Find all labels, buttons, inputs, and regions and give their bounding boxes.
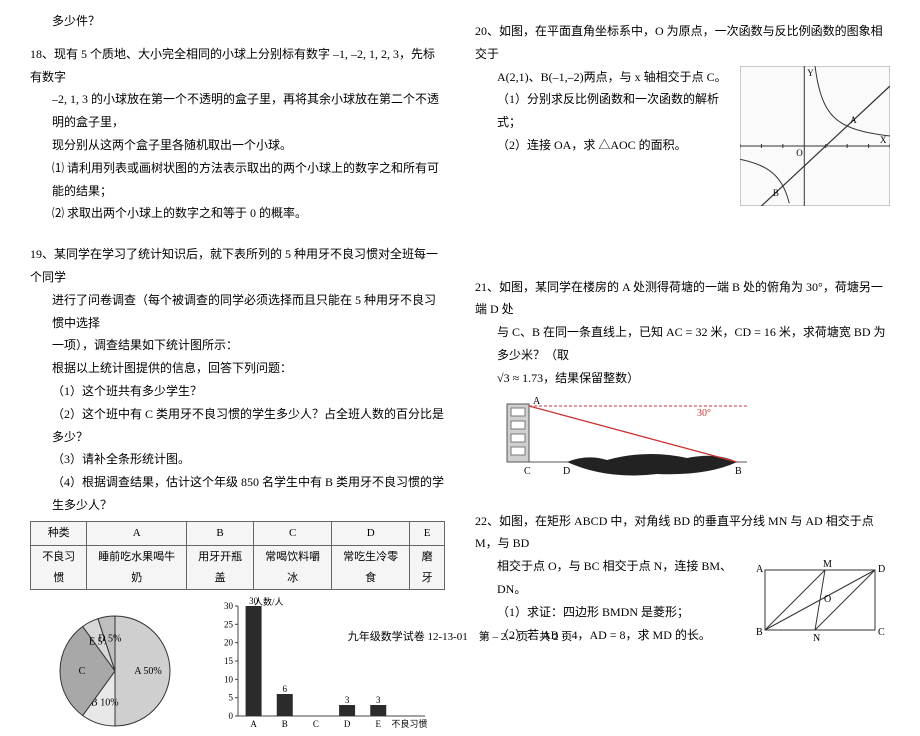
left-column: 多少件？ 18、现有 5 个质地、大小完全相同的小球上分别标有数字 –1, –2… (30, 10, 445, 640)
svg-text:E: E (376, 719, 382, 729)
q19-l3: 一项），调查结果如下统计图所示： (30, 334, 445, 357)
svg-text:M: M (823, 559, 832, 570)
q18-s2: ⑵ 求取出两个小球上的数字之和等于 0 的概率。 (30, 202, 445, 225)
q19-s3: （3）请补全条形统计图。 (30, 448, 445, 471)
q19-s1: （1）这个班共有多少学生？ (30, 380, 445, 403)
q17-tail: 多少件？ (30, 10, 445, 33)
q21-l3: √3 ≈ 1.73，结果保留整数） (475, 367, 890, 390)
q19-num: 19、 (30, 247, 54, 261)
svg-text:O: O (796, 148, 803, 158)
svg-text:B: B (282, 719, 288, 729)
coordinate-graph: A B Y X O (740, 66, 890, 206)
svg-text:A: A (850, 115, 857, 125)
svg-text:不良习惯: 不良习惯 (391, 718, 427, 729)
svg-text:Y: Y (807, 68, 814, 78)
q20-num: 20、 (475, 24, 499, 38)
svg-text:D: D (563, 466, 570, 477)
svg-text:3: 3 (345, 695, 350, 705)
svg-text:C: C (524, 466, 531, 477)
q19-l4: 根据以上统计图提供的信息，回答下列问题： (30, 357, 445, 380)
svg-text:0: 0 (229, 711, 234, 721)
svg-text:15: 15 (224, 656, 234, 666)
q22: 22、如图，在矩形 ABCD 中，对角线 BD 的垂直平分线 MN 与 AD 相… (475, 510, 890, 556)
svg-text:A 50%: A 50% (134, 666, 162, 677)
q22-num: 22、 (475, 514, 499, 528)
svg-text:10: 10 (224, 675, 234, 685)
svg-text:3: 3 (376, 695, 381, 705)
right-column: 20、如图，在平面直角坐标系中，O 为原点，一次函数与反比例函数的图象相交于 A… (475, 10, 890, 640)
svg-text:B: B (735, 466, 742, 477)
q19-s4: （4）根据调查结果，估计这个年级 850 名学生中有 B 类用牙不良习惯的学生多… (30, 471, 445, 517)
svg-text:30: 30 (224, 601, 234, 611)
svg-text:B: B (773, 188, 779, 198)
svg-text:5: 5 (229, 693, 234, 703)
page-footer: 九年级数学试卷 12-13-01 第 – 2 – 页 共 2 页 (0, 627, 920, 648)
svg-text:人数/人: 人数/人 (254, 596, 284, 607)
svg-text:O: O (824, 594, 831, 605)
q18-l1: 现有 5 个质地、大小完全相同的小球上分别标有数字 –1, –2, 1, 2, … (30, 47, 435, 84)
bar-chart: 051015202530人数/人30A6BC3D3E不良习惯 (210, 596, 430, 736)
svg-text:6: 6 (283, 684, 288, 694)
q19-l2: 进行了问卷调查（每个被调查的同学必须选择而且只能在 5 种用牙不良习惯中选择 (30, 289, 445, 335)
svg-text:X: X (880, 135, 887, 145)
svg-text:C: C (79, 666, 86, 677)
svg-text:C: C (313, 719, 319, 729)
q20: 20、如图，在平面直角坐标系中，O 为原点，一次函数与反比例函数的图象相交于 (475, 20, 890, 66)
q20-l1: 如图，在平面直角坐标系中，O 为原点，一次函数与反比例函数的图象相交于 (475, 24, 883, 61)
svg-text:A: A (533, 396, 541, 407)
q19-table: 种类ABCDE 不良习惯睡前吃水果喝牛奶用牙开瓶盖常喝饮料嚼冰常吃生冷零食磨牙 (30, 521, 445, 591)
svg-text:D: D (344, 719, 351, 729)
q22-l1: 如图，在矩形 ABCD 中，对角线 BD 的垂直平分线 MN 与 AD 相交于点… (475, 514, 874, 551)
q21-l1: 如图，某同学在楼房的 A 处测得荷塘的一端 B 处的俯角为 30°，荷塘另一端 … (475, 280, 883, 317)
svg-text:30: 30 (249, 596, 259, 606)
pie-chart: A 50%B 10%CE 5%D 5% (30, 596, 200, 736)
svg-text:A: A (756, 564, 764, 575)
q21-l2: 与 C、B 在同一条直线上，已知 AC = 32 米，CD = 16 米，求荷塘… (475, 321, 890, 367)
q18: 18、现有 5 个质地、大小完全相同的小球上分别标有数字 –1, –2, 1, … (30, 43, 445, 89)
q18-num: 18、 (30, 47, 54, 61)
q19-l1: 某同学在学习了统计知识后，就下表所列的 5 种用牙不良习惯对全班每一个同学 (30, 247, 438, 284)
q21: 21、如图，某同学在楼房的 A 处测得荷塘的一端 B 处的俯角为 30°，荷塘另… (475, 276, 890, 322)
svg-text:A: A (250, 719, 257, 729)
q18-l3: 现分别从这两个盒子里各随机取出一个小球。 (30, 134, 445, 157)
svg-text:D: D (878, 564, 885, 575)
q19-s2: （2）这个班中有 C 类用牙不良习惯的学生多少人？占全班人数的百分比是多少？ (30, 403, 445, 449)
q19: 19、某同学在学习了统计知识后，就下表所列的 5 种用牙不良习惯对全班每一个同学 (30, 243, 445, 289)
q18-l2: –2, 1, 3 的小球放在第一个不透明的盒子里，再将其余小球放在第二个不透明的… (30, 88, 445, 134)
q18-s1: ⑴ 请利用列表或画树状图的方法表示取出的两个小球上的数字之和所有可能的结果； (30, 157, 445, 203)
q21-num: 21、 (475, 280, 499, 294)
pond-figure: 30° A C D B (497, 394, 757, 484)
svg-text:30°: 30° (697, 408, 711, 419)
